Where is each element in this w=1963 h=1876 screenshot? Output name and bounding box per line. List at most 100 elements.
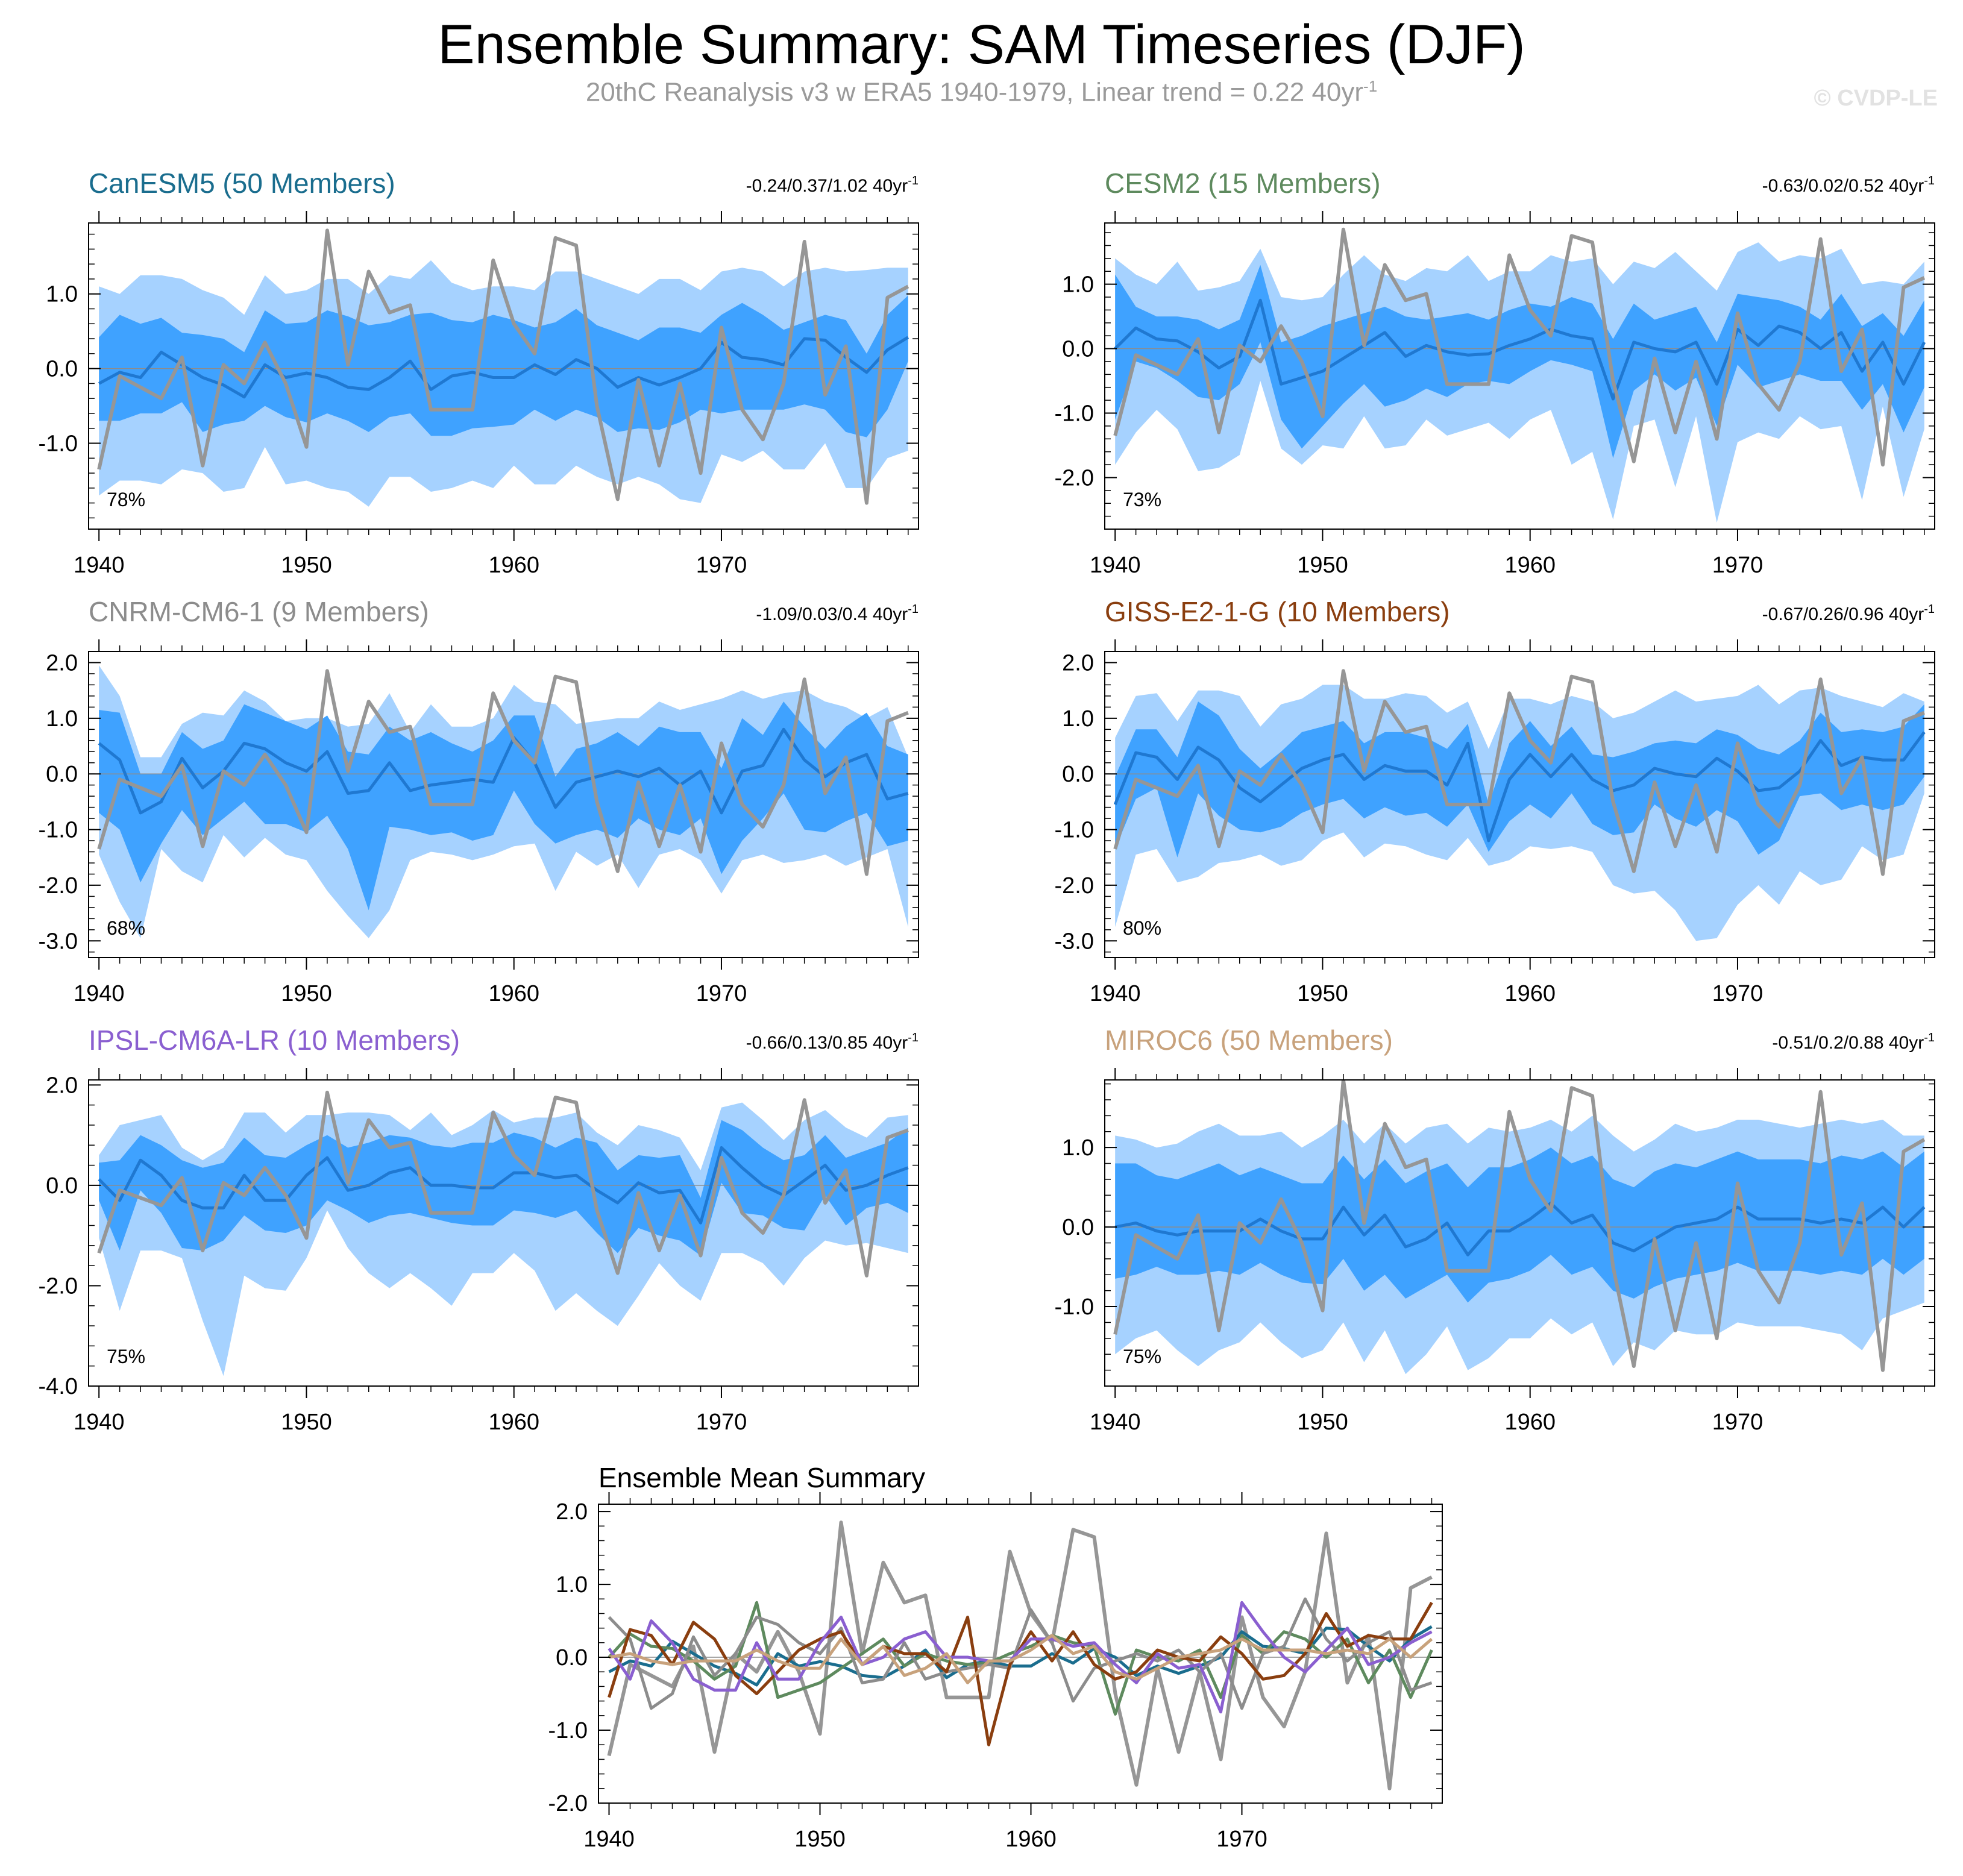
inner-spread-band — [99, 1120, 908, 1256]
trend-value: -0.63/0.02/0.52 40yr — [1762, 176, 1924, 196]
panel-plot-area — [89, 228, 919, 507]
panel-3-frame — [88, 651, 919, 958]
panel-3-xtick-label: 1960 — [488, 981, 539, 1006]
panel-plot-area — [89, 1090, 919, 1376]
panel-6-xtick-label: 1940 — [1090, 1410, 1141, 1435]
ensemble-mean-line — [1114, 298, 1926, 401]
panel-4-ytick-label: -2.0 — [1055, 873, 1094, 899]
panel-3-ytick-label: 0.0 — [46, 762, 78, 787]
panel-6-ytick-label: -1.0 — [1055, 1294, 1094, 1320]
trend-label: -1.09/0.03/0.4 40yr-1 — [756, 603, 919, 624]
panel-3-xtick-label: 1950 — [281, 981, 332, 1006]
trend-superscript: -1 — [908, 174, 919, 187]
ensemble-mean-line — [1114, 1202, 1926, 1256]
panel-4-xtick-label: 1970 — [1712, 981, 1764, 1006]
subtitle-text: 20thC Reanalysis v3 w ERA5 1940-1979, Li… — [585, 77, 1364, 107]
panel-2: 1.0 0.0 -1.0 -2.0 1940 1950 1960 1970 CESM2 (15 … — [1055, 168, 1935, 578]
summary-xtick-label: 1950 — [794, 1827, 846, 1852]
percent-label: 68% — [107, 917, 145, 939]
summary-xtick-label: 1940 — [583, 1827, 635, 1852]
summary-plot-area — [598, 1520, 1442, 1790]
panel-4-ytick-label: -1.0 — [1055, 818, 1094, 843]
observed-line — [97, 228, 909, 505]
panel-2-ytick-label: 1.0 — [1062, 272, 1094, 298]
panel-3-ytick-label: -1.0 — [39, 818, 78, 843]
panel-4-ytick-label: 1.0 — [1062, 706, 1094, 732]
panel-5-xtick-label: 1960 — [488, 1410, 539, 1435]
panel-title: CanESM5 (50 Members) — [89, 168, 395, 199]
trend-superscript: -1 — [1924, 1031, 1935, 1044]
trend-superscript: -1 — [908, 603, 919, 616]
summary-ytick-label: -2.0 — [548, 1791, 588, 1816]
observed-line — [1113, 227, 1926, 467]
ensemble-mean-line — [1113, 731, 1926, 842]
panel-1: 1.0 0.0 -1.0 1940 1950 1960 1970 CanESM5 (50 Me… — [39, 168, 919, 578]
panel-3: 2.0 1.0 0.0 -1.0 -2.0 -3.0 1940 1950 1960 1970 CNR… — [39, 596, 919, 1006]
summary-frame — [598, 1504, 1443, 1804]
trend-superscript: -1 — [1924, 603, 1935, 616]
panel-2-ytick-label: -2.0 — [1055, 465, 1094, 491]
summary-ytick-label: 1.0 — [556, 1572, 588, 1598]
trend-label: -0.67/0.26/0.96 40yr-1 — [1762, 603, 1935, 624]
panel-1-xtick-label: 1970 — [696, 553, 747, 578]
panel-5-ytick-label: 0.0 — [46, 1173, 78, 1199]
panel-5-xtick-label: 1970 — [696, 1410, 747, 1435]
ensemble-mean-line — [98, 336, 909, 399]
trend-value: -0.24/0.37/1.02 40yr — [746, 176, 908, 196]
percent-label: 75% — [107, 1346, 145, 1367]
trend-label: -0.51/0.2/0.88 40yr-1 — [1772, 1031, 1935, 1053]
summary-panel: 2.0 1.0 0.0 -1.0 -2.0 1940 1950 1960 1970 Ensembl… — [548, 1462, 1443, 1852]
panel-4-xtick-label: 1950 — [1297, 981, 1348, 1006]
panel-4-frame — [1104, 651, 1935, 958]
panel-6-xtick-label: 1970 — [1712, 1410, 1764, 1435]
panel-4-xtick-label: 1960 — [1504, 981, 1556, 1006]
percent-label: 75% — [1123, 1346, 1161, 1367]
panel-5-ytick-label: -2.0 — [39, 1273, 78, 1299]
panel-5-xtick-label: 1950 — [281, 1410, 332, 1435]
panel-plot-area — [1105, 1080, 1935, 1375]
panel-4-xtick-label: 1940 — [1090, 981, 1141, 1006]
panel-2-xtick-label: 1940 — [1090, 553, 1141, 578]
summary-mean-line-5 — [608, 1601, 1433, 1714]
panel-1-xtick-label: 1950 — [281, 553, 332, 578]
panel-6: 1.0 0.0 -1.0 1940 1950 1960 1970 MIROC6 (50 Mem… — [1055, 1024, 1935, 1435]
summary-mean-line-6 — [609, 1634, 1433, 1684]
summary-mean-line-3 — [608, 1597, 1433, 1710]
panel-6-xtick-label: 1960 — [1504, 1410, 1556, 1435]
panel-plot-area — [1105, 669, 1935, 941]
panel-plot-area — [1105, 227, 1935, 523]
figure-subtitle: 20thC Reanalysis v3 w ERA5 1940-1979, Li… — [0, 77, 1963, 108]
summary-ytick-label: 0.0 — [556, 1645, 588, 1671]
panel-title: CESM2 (15 Members) — [1105, 168, 1381, 199]
trend-value: -1.09/0.03/0.4 40yr — [756, 604, 908, 624]
panel-5-ytick-label: -4.0 — [39, 1374, 78, 1399]
panel-6-ytick-label: 1.0 — [1062, 1135, 1094, 1161]
panel-3-ytick-label: 1.0 — [46, 706, 78, 732]
percent-label: 78% — [107, 489, 145, 510]
summary-xtick-label: 1970 — [1216, 1827, 1267, 1852]
percent-label: 73% — [1123, 489, 1161, 510]
panel-5-ytick-label: 2.0 — [46, 1073, 78, 1098]
panel-4-ytick-label: -3.0 — [1055, 929, 1094, 954]
summary-ytick-label: 2.0 — [556, 1499, 588, 1525]
observed-line — [97, 1090, 909, 1278]
inner-spread-band — [99, 701, 908, 911]
trend-superscript: -1 — [908, 1031, 919, 1044]
trend-value: -0.51/0.2/0.88 40yr — [1772, 1033, 1924, 1053]
panel-2-xtick-label: 1960 — [1504, 553, 1556, 578]
panel-title: IPSL-CM6A-LR (10 Members) — [89, 1024, 460, 1056]
panel-5-frame — [88, 1079, 919, 1387]
panel-3-xtick-label: 1970 — [696, 981, 747, 1006]
panel-2-xtick-label: 1970 — [1712, 553, 1764, 578]
panel-1-ytick-label: 1.0 — [46, 282, 78, 307]
ensemble-mean-line — [98, 727, 909, 815]
inner-spread-band — [1115, 701, 1924, 858]
panel-title: CNRM-CM6-1 (9 Members) — [89, 596, 429, 627]
panel-6-frame — [1104, 1079, 1935, 1387]
trend-label: -0.66/0.13/0.85 40yr-1 — [746, 1031, 919, 1053]
panel-2-frame — [1104, 222, 1935, 530]
panel-1-xtick-label: 1940 — [74, 553, 125, 578]
panel-3-ytick-label: -2.0 — [39, 873, 78, 899]
observed-line — [97, 669, 909, 876]
panel-6-xtick-label: 1950 — [1297, 1410, 1348, 1435]
